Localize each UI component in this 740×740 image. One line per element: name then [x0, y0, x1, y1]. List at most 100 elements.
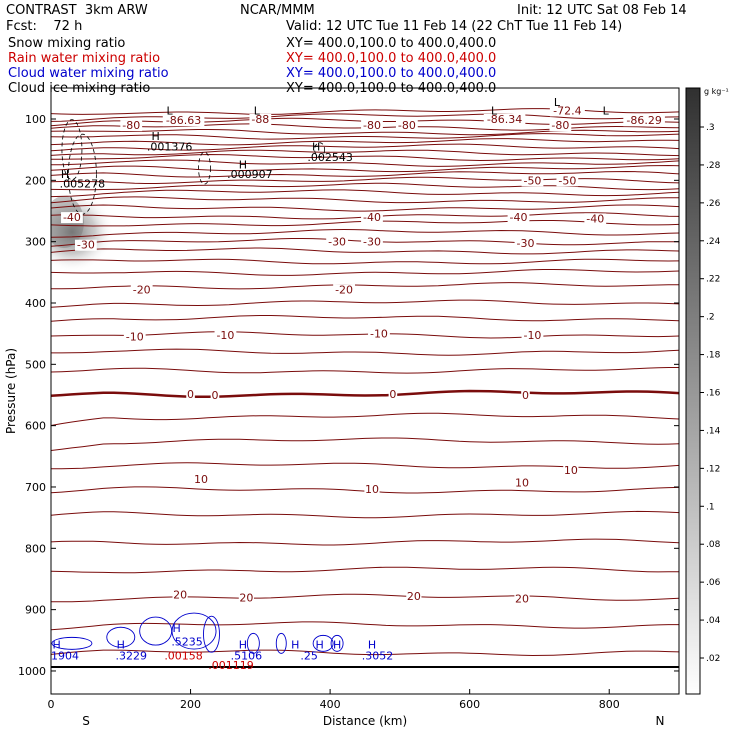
ytick-label: 1000: [18, 665, 46, 678]
valid-time: Valid: 12 UTC Tue 11 Feb 14 (22 ChT Tue …: [286, 19, 623, 34]
isotherm-line: [51, 204, 679, 212]
ice-extremum-label: L: [491, 104, 498, 117]
isotherm-line: [51, 510, 679, 519]
ytick-label: 600: [25, 420, 46, 433]
isotherm-line: [51, 228, 679, 238]
isotherm-line: [51, 331, 679, 339]
isotherm-label: -88: [251, 113, 269, 126]
cloud-water-contour: [330, 634, 344, 652]
ice-extremum-label: L: [167, 104, 174, 117]
xtick-label: 800: [599, 698, 620, 711]
ice-extremum-label: H: [152, 130, 160, 143]
colorbar: .3 .28 .26 .24 .22 .2 .18 .16 .14 .12 .1 .08 .06 .04.…: [685, 87, 729, 695]
cloud-water-label: H: [117, 639, 125, 652]
xtick-label: 200: [180, 698, 201, 711]
init-time: Init: 12 UTC Sat 08 Feb 14: [517, 3, 687, 18]
isotherm-label: -40: [63, 211, 81, 224]
ice-extremum-label: L: [554, 96, 561, 109]
isotherm-line: [51, 258, 679, 265]
isotherm-line: [51, 348, 679, 356]
isotherm-label: -40: [586, 212, 604, 225]
field-xy-cloud-water: XY= 400.0,100.0 to 400.0,400.0: [286, 66, 497, 81]
org-label: NCAR/MMM: [240, 3, 315, 18]
isotherm-line: [51, 621, 679, 631]
cloud-water-label: H: [239, 639, 247, 652]
isotherm-label: -30: [517, 237, 535, 250]
isotherm-label: -20: [133, 283, 151, 296]
isotherm-label: -30: [328, 236, 346, 249]
isotherm-line: [51, 159, 679, 167]
isotherm-label: -10: [216, 329, 234, 342]
isotherm-line: [51, 153, 679, 162]
isotherm-label: -80: [122, 119, 140, 132]
ice-extremum-label: H: [239, 158, 247, 171]
cloud-water-contour: [246, 632, 260, 654]
ice-extremum-label: .000907: [227, 168, 273, 181]
cloud-water-label: .3229: [115, 650, 147, 663]
ice-extremum-label: .002543: [307, 151, 353, 164]
model-title: CONTRAST 3km ARW: [6, 3, 148, 18]
colorbar-tick-label: .02: [706, 654, 720, 664]
field-name-rain: Rain water mixing ratio: [8, 51, 161, 66]
colorbar-unit: g kg⁻¹: [704, 87, 729, 96]
isotherm-line: [51, 593, 679, 603]
cloud-water-label: .5106: [231, 650, 263, 663]
isotherm-label: -72.4: [553, 104, 581, 117]
ytick-label: 100: [25, 113, 46, 126]
rain-label: .001119: [208, 659, 254, 672]
cloud-water-contour: [106, 626, 136, 648]
colorbar-tick-label: .16: [706, 389, 721, 399]
isotherm-label: 20: [239, 591, 253, 604]
end-label-south: S: [82, 714, 90, 728]
isotherm-line: [51, 170, 679, 178]
field-xy-snow: XY= 400.0,100.0 to 400.0,400.0: [286, 36, 497, 51]
cloud-water-label: H: [316, 639, 324, 652]
colorbar-tick-label: .28: [706, 161, 721, 171]
isotherm-line: [51, 367, 679, 374]
isotherm-label: 10: [194, 473, 208, 486]
isotherm-label: -80: [551, 119, 569, 132]
isotherm-line: [51, 133, 679, 140]
cloud-water-contour: [312, 634, 334, 652]
isotherm-line: [51, 412, 679, 426]
isotherm-label: 20: [515, 593, 529, 606]
isotherm-line: [51, 247, 679, 255]
rain-label: .00158: [164, 650, 203, 663]
colorbar-tick-label: .22: [706, 275, 720, 285]
colorbar-tick-label: .06: [706, 578, 721, 588]
ytick-label: 900: [25, 604, 46, 617]
xtick-label: 400: [320, 698, 341, 711]
isotherm-label: -50: [523, 174, 541, 187]
y-axis-label: Pressure (hPa): [4, 348, 18, 434]
isotherm-label: 10: [365, 483, 379, 496]
colorbar-tick-label: .3: [706, 123, 715, 133]
isotherm-line: [51, 566, 679, 574]
snow-shading: [51, 192, 114, 272]
cloud-water-contours: [51, 612, 344, 654]
cloud-water-contour: [275, 632, 287, 654]
forecast-hour: Fcst: 72 h: [6, 19, 83, 34]
isotherm-line: [51, 462, 679, 470]
isotherm-label: -86.63: [166, 114, 201, 127]
isotherm-label: 10: [515, 477, 529, 490]
colorbar-tick-label: .14: [706, 426, 721, 436]
isotherm-label: -10: [126, 331, 144, 344]
colorbar-tick-label: .2: [706, 313, 715, 323]
isotherm-line: [51, 189, 679, 198]
isotherm-line: [51, 437, 679, 451]
ice-extremum-label: L: [603, 104, 610, 117]
cloud-water-contour: [171, 612, 217, 650]
isotherm-label: 0: [187, 388, 194, 401]
cloud-water-label: .5235: [171, 636, 203, 649]
ice-contour: [61, 119, 83, 181]
isotherm-label: -40: [510, 211, 528, 224]
isotherm-line: [51, 299, 679, 308]
field-xy-rain: XY= 400.0,100.0 to 400.0,400.0: [286, 51, 497, 66]
colorbar-tick-label: .08: [706, 540, 721, 550]
cloud-water-label: H: [368, 639, 376, 652]
ytick-label: 400: [25, 297, 46, 310]
colorbar-tick-label: .18: [706, 351, 721, 361]
isotherm-label: -20: [335, 283, 353, 296]
isotherm-label: 20: [173, 588, 187, 601]
